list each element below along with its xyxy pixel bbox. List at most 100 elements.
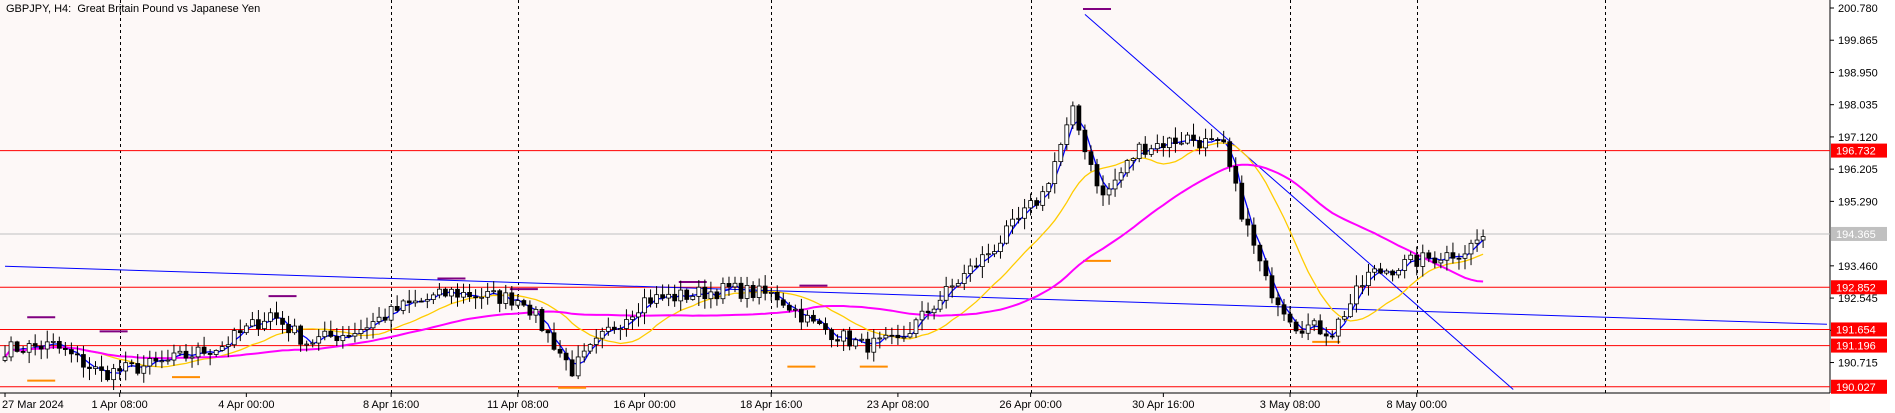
candle-body — [449, 288, 454, 297]
candle-body — [1299, 330, 1305, 334]
candle-body — [153, 358, 159, 362]
candle-body — [201, 346, 207, 354]
candle-body — [322, 330, 328, 338]
candle-body — [129, 362, 135, 365]
candle-body — [437, 288, 442, 296]
price-tick-label: 190.715 — [1838, 358, 1878, 370]
candle-body — [883, 334, 889, 339]
candle-body — [660, 294, 665, 299]
current-price-badge — [1831, 226, 1887, 241]
candle-body — [147, 358, 153, 367]
candle-body — [1082, 129, 1088, 153]
candle-body — [1088, 151, 1094, 165]
price-axis[interactable]: 200.780 199.865 198.950 198.035 197.120 196.2… — [1830, 3, 1887, 394]
candle-body — [81, 354, 86, 368]
candle-body — [93, 366, 98, 369]
price-tick-label: 195.290 — [1838, 196, 1878, 208]
candle-body — [1142, 143, 1148, 155]
candle-body — [726, 283, 732, 288]
candle-body — [889, 334, 895, 337]
price-level-label: 192.852 — [1836, 282, 1876, 294]
candle-body — [1329, 335, 1335, 338]
candle-body — [738, 282, 744, 299]
candle-body — [973, 265, 979, 268]
candle-body — [1366, 271, 1371, 287]
candle-body — [1402, 259, 1408, 271]
candle-body — [1112, 179, 1118, 190]
candle-body — [1348, 303, 1353, 318]
candle-body — [986, 253, 991, 256]
candle-body — [624, 319, 629, 329]
price-tick-label: 196.205 — [1838, 164, 1878, 176]
price-tick-label: 193.460 — [1838, 261, 1878, 273]
candle-body — [340, 335, 346, 342]
candle-body — [334, 336, 340, 342]
candle-body — [243, 325, 249, 334]
candle-body — [931, 308, 937, 314]
candle-body — [1040, 191, 1046, 206]
candle-body — [684, 289, 690, 300]
candle-body — [1323, 333, 1329, 337]
candle-body — [376, 316, 382, 323]
candle-body — [455, 288, 460, 298]
candle-body — [1010, 218, 1015, 227]
candle-body — [412, 300, 418, 304]
candle-body — [1167, 137, 1172, 149]
candle-body — [1124, 160, 1130, 174]
candle-body — [8, 341, 14, 358]
candle-body — [919, 310, 925, 321]
candle-body — [1263, 260, 1269, 277]
candle-body — [406, 300, 412, 304]
candle-body — [865, 338, 871, 353]
candle-body — [123, 362, 129, 372]
candle-body — [1438, 259, 1444, 264]
candle-body — [1360, 285, 1365, 288]
candle-body — [817, 320, 822, 324]
candle-body — [545, 330, 551, 334]
candle-body — [1420, 252, 1426, 267]
time-axis[interactable]: 27 Mar 2024 1 Apr 08:00 4 Apr 00:00 8 Apr 1… — [2, 393, 1447, 411]
candle-body — [871, 337, 877, 353]
candle-body — [274, 312, 279, 319]
candle-body — [1028, 200, 1033, 209]
candle-body — [1408, 254, 1414, 260]
candle-body — [1203, 138, 1208, 149]
candle-body — [1450, 252, 1456, 259]
candle-body — [141, 365, 147, 374]
candle-body — [980, 254, 985, 268]
candle-body — [56, 341, 62, 349]
time-tick-label: 16 Apr 00:00 — [613, 399, 675, 411]
candle-body — [1305, 324, 1311, 334]
time-tick-label: 8 May 00:00 — [1386, 399, 1447, 411]
price-level-label: 190.027 — [1836, 382, 1876, 394]
candle-body — [280, 317, 285, 325]
candle-body — [678, 289, 684, 302]
candle-body — [26, 343, 32, 353]
candle-body — [672, 293, 678, 302]
candle-body — [177, 350, 183, 354]
candle-body — [99, 366, 104, 371]
candle-body — [756, 285, 762, 298]
candle-body — [630, 316, 635, 320]
price-level-badge — [1831, 143, 1887, 158]
candle-body — [250, 319, 255, 327]
candle-body — [696, 286, 702, 297]
trendline — [5, 265, 1827, 325]
candle-body — [1317, 320, 1323, 335]
candle-body — [424, 299, 430, 302]
candle-body — [720, 283, 726, 300]
moving-average-line — [4, 142, 1484, 368]
candle-body — [786, 304, 792, 311]
candle-body — [1444, 252, 1450, 261]
price-tick-label: 197.120 — [1838, 132, 1878, 144]
candle-body — [1022, 207, 1027, 219]
candle-body — [364, 327, 370, 330]
candle-body — [1293, 321, 1299, 332]
candle-body — [690, 295, 696, 300]
candle-body — [654, 294, 659, 304]
price-level-label: 196.732 — [1836, 146, 1876, 158]
candle-body — [581, 350, 587, 358]
